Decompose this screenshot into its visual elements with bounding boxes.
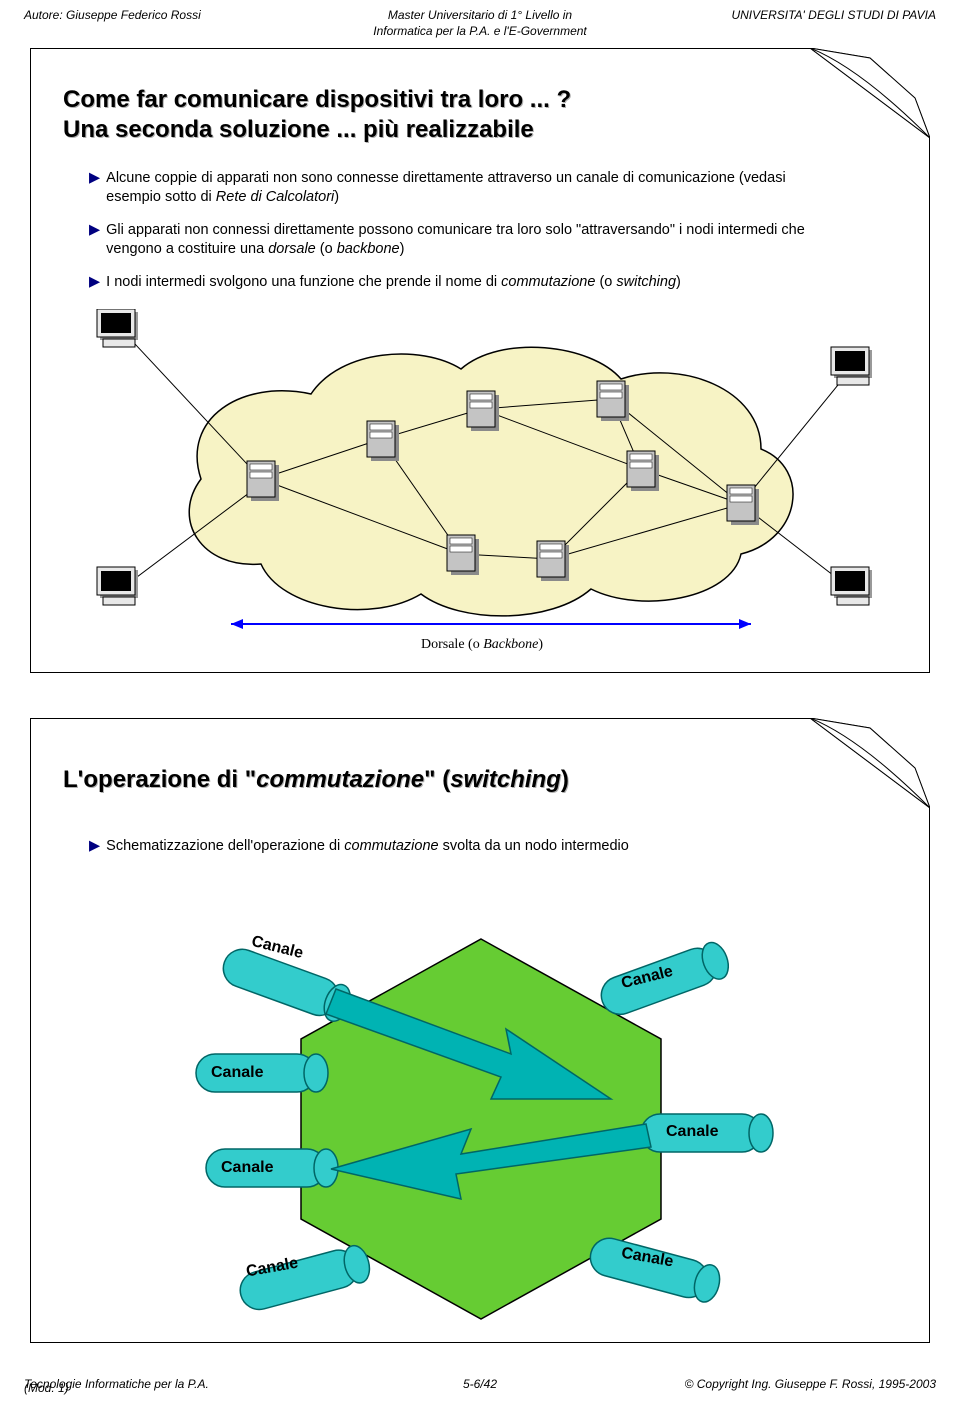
title-line2: Una seconda soluzione ... più realizzabi… — [63, 115, 571, 145]
switching-diagram — [141, 889, 821, 1329]
header-right: UNIVERSITA' DEGLI STUDI DI PAVIA — [731, 8, 936, 22]
dorsale-label: Dorsale (o Backbone) — [421, 637, 543, 653]
triangle-icon: ▶ — [89, 273, 100, 292]
slide-1: Come far comunicare dispositivi tra loro… — [30, 48, 930, 673]
bullet-2: ▶Gli apparati non connessi direttamente … — [89, 221, 826, 259]
footer-left-2: (Mod. 1) — [24, 1381, 69, 1395]
triangle-icon: ▶ — [89, 221, 100, 240]
slide-2-title: L'operazione di "commutazione" (switchin… — [63, 765, 569, 795]
bullet-3: ▶I nodi intermedi svolgono una funzione … — [89, 273, 826, 292]
triangle-icon: ▶ — [89, 169, 100, 188]
canale-label-5: Canale — [221, 1159, 273, 1177]
header-center-2: Informatica per la P.A. e l'E-Government — [0, 24, 960, 38]
triangle-icon: ▶ — [89, 837, 100, 856]
slide-2: L'operazione di "commutazione" (switchin… — [30, 718, 930, 1343]
page-curl-icon — [810, 48, 930, 138]
title-line1: Come far comunicare dispositivi tra loro… — [63, 85, 571, 115]
bullet-1: ▶Alcune coppie di apparati non sono conn… — [89, 169, 826, 207]
page-curl-icon — [810, 718, 930, 808]
footer-right: © Copyright Ing. Giuseppe F. Rossi, 1995… — [685, 1377, 936, 1391]
network-diagram — [61, 309, 901, 649]
page-header: Autore: Giuseppe Federico Rossi Master U… — [0, 6, 960, 42]
canale-label-3: Canale — [211, 1064, 263, 1082]
slide2-bullet-1: ▶Schematizzazione dell'operazione di com… — [89, 837, 826, 856]
slide-1-title: Come far comunicare dispositivi tra loro… — [63, 85, 571, 145]
canale-label-4: Canale — [666, 1123, 718, 1141]
